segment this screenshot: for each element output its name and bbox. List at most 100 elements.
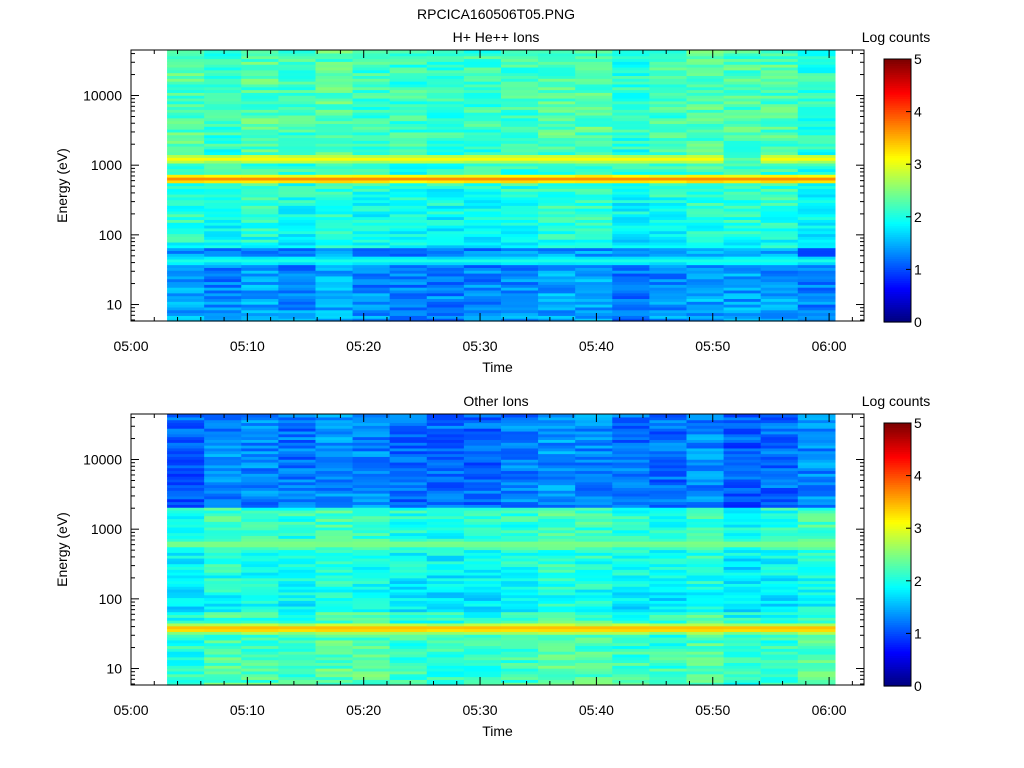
spectrogram-cell xyxy=(649,78,688,82)
colorbar-stripe xyxy=(884,291,911,295)
spectrogram-cell xyxy=(389,174,428,178)
spectrogram-cell xyxy=(612,210,650,215)
spectrogram-cell xyxy=(760,447,799,452)
spectrogram-cell xyxy=(315,470,354,474)
spectrogram-cell xyxy=(315,656,354,661)
spectrogram-cell xyxy=(278,642,317,647)
spectrogram-cell xyxy=(723,239,762,243)
spectrogram-cell xyxy=(241,642,279,647)
spectrogram-cell xyxy=(426,524,465,528)
spectrogram-cell xyxy=(760,577,799,582)
spectrogram-cell xyxy=(797,188,836,192)
spectrogram-cell xyxy=(649,318,688,322)
spectrogram-cell xyxy=(389,284,428,288)
spectrogram-cell xyxy=(649,58,688,62)
spectrogram-cell xyxy=(723,490,762,494)
spectrogram-cell xyxy=(686,642,725,647)
spectrogram-cell xyxy=(538,315,576,319)
spectrogram-cell xyxy=(723,461,762,466)
spectrogram-cell xyxy=(575,219,613,223)
spectrogram-cell xyxy=(167,193,205,198)
spectrogram-cell xyxy=(723,498,762,503)
spectrogram-cell xyxy=(797,439,836,443)
spectrogram-cell xyxy=(167,659,205,664)
spectrogram-cell xyxy=(760,267,799,271)
spectrogram-cell xyxy=(575,154,613,158)
spectrogram-cell xyxy=(315,208,354,212)
spectrogram-cell xyxy=(500,563,539,568)
spectrogram-cell xyxy=(241,129,279,133)
spectrogram-cell xyxy=(500,620,539,624)
spectrogram-cell xyxy=(723,577,762,582)
spectrogram-cell xyxy=(389,129,428,133)
spectrogram-cell xyxy=(538,467,576,472)
spectrogram-cell xyxy=(278,484,317,488)
spectrogram-cell xyxy=(167,625,205,630)
spectrogram-cell xyxy=(612,642,650,647)
spectrogram-cell xyxy=(760,174,799,178)
spectrogram-cell xyxy=(723,241,762,246)
spectrogram-cell xyxy=(315,484,354,488)
spectrogram-cell xyxy=(463,591,502,596)
spectrogram-cell xyxy=(649,287,688,291)
spectrogram-cell xyxy=(389,600,428,604)
spectrogram-cell xyxy=(167,600,205,604)
spectrogram-cell xyxy=(500,306,539,311)
spectrogram-cell xyxy=(538,574,576,579)
spectrogram-cell xyxy=(538,645,576,649)
spectrogram-cell xyxy=(723,433,762,438)
spectrogram-cell xyxy=(463,628,502,632)
spectrogram-cell xyxy=(760,467,799,472)
colorbar-tick-label: 3 xyxy=(914,520,922,536)
spectrogram-cell xyxy=(352,580,391,584)
spectrogram-cell xyxy=(167,653,205,658)
spectrogram-cell xyxy=(538,597,576,601)
spectrogram-cell xyxy=(352,433,391,438)
spectrogram-cell xyxy=(278,425,317,429)
spectrogram-cell xyxy=(723,112,762,116)
spectrogram-cell xyxy=(612,55,650,60)
spectrogram-cell xyxy=(538,126,576,130)
spectrogram-cell xyxy=(315,659,354,664)
spectrogram-cell xyxy=(463,86,502,91)
spectrogram-cell xyxy=(278,191,317,195)
spectrogram-cell xyxy=(167,487,205,491)
spectrogram-cell xyxy=(389,157,428,161)
spectrogram-cell xyxy=(797,117,836,122)
spectrogram-cell xyxy=(204,306,242,311)
spectrogram-cell xyxy=(686,456,725,460)
spectrogram-cell xyxy=(575,535,613,539)
spectrogram-cell xyxy=(723,580,762,584)
x-tick-label: 05:10 xyxy=(230,702,265,718)
spectrogram-cell xyxy=(315,66,354,71)
spectrogram-cell xyxy=(315,247,354,252)
spectrogram-cell xyxy=(538,541,576,545)
spectrogram-cell xyxy=(278,106,317,110)
spectrogram-cell xyxy=(315,196,354,201)
spectrogram-cell xyxy=(426,230,465,235)
spectrogram-cell xyxy=(426,239,465,243)
spectrogram-cell xyxy=(760,250,799,254)
spectrogram-cell xyxy=(538,256,576,260)
x-tick-label: 05:50 xyxy=(695,338,730,354)
spectrogram-cell xyxy=(575,557,613,562)
spectrogram-cell xyxy=(426,470,465,474)
spectrogram-cell xyxy=(463,679,502,683)
spectrogram-cell xyxy=(204,298,242,302)
spectrogram-cell xyxy=(241,524,279,528)
spectrogram-cell xyxy=(575,140,613,144)
spectrogram-cell xyxy=(463,216,502,220)
spectrogram-cell xyxy=(538,428,576,432)
spectrogram-cell xyxy=(426,589,465,593)
spectrogram-cell xyxy=(463,597,502,601)
spectrogram-cell xyxy=(760,495,799,500)
spectrogram-cell xyxy=(797,227,836,232)
spectrogram-cell xyxy=(426,306,465,311)
spectrogram-cell xyxy=(389,425,428,429)
spectrogram-cell xyxy=(760,318,799,322)
spectrogram-cell xyxy=(500,543,539,548)
spectrogram-cell xyxy=(167,117,205,122)
spectrogram-cell xyxy=(500,244,539,249)
spectrogram-cell xyxy=(315,682,354,686)
spectrogram-cell xyxy=(426,608,465,613)
